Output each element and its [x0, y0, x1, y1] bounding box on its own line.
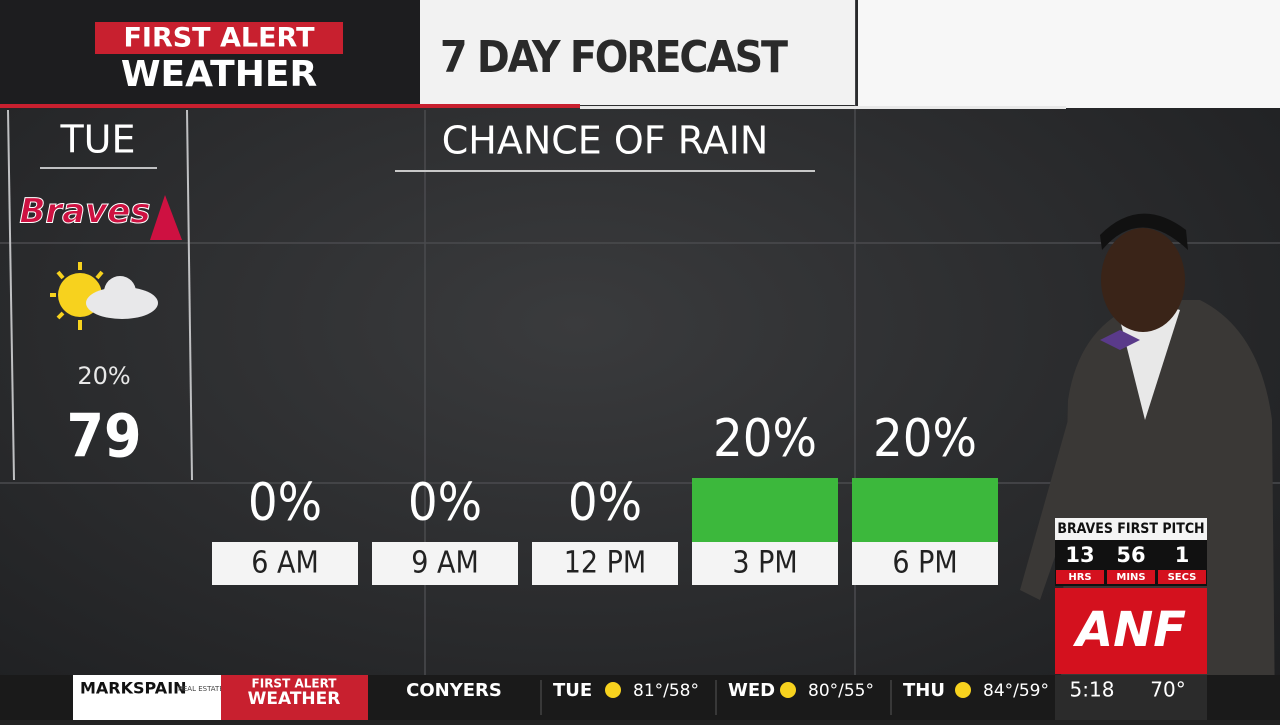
- countdown-value: 56: [1116, 543, 1145, 567]
- countdown-unit-bg: [1158, 570, 1206, 584]
- ticker-brand-bottom: WEATHER: [248, 689, 341, 709]
- category-box: [852, 542, 998, 585]
- day-panel-frame: [7, 109, 193, 481]
- bar: [692, 478, 838, 542]
- ticker-time: 5:18: [1070, 678, 1115, 702]
- brand-top: FIRST ALERT: [123, 23, 315, 54]
- day-precip: 20%: [77, 362, 130, 390]
- ticker-current: 70°: [1150, 678, 1185, 702]
- day-label: TUE: [59, 118, 135, 162]
- brand-bottom: WEATHER: [121, 54, 317, 95]
- value-label: 20%: [873, 409, 977, 469]
- page-title: 7 DAY FORECAST: [440, 32, 788, 83]
- ticker-temps: 84°/59°: [983, 681, 1049, 701]
- countdown-unit-bg: [1056, 570, 1104, 584]
- value-label: 0%: [408, 473, 482, 533]
- ticker-clock-bg: [1055, 675, 1207, 720]
- ticker-sun: [605, 682, 621, 698]
- chart: 0% 6 AM 0% 9 AM 0% 12 PM 20% 3 PM 20% 6 PM: [212, 409, 998, 585]
- countdown-title: BRAVES FIRST PITCH: [1057, 521, 1204, 537]
- header-rule-light: [580, 106, 1066, 109]
- ticker-forecast: TUE 81°/58° WED 80°/55° THU 84°/59°: [540, 680, 1049, 715]
- ticker-day: WED: [728, 680, 775, 701]
- team-tomahawk: [150, 195, 182, 240]
- category-label: 6 AM: [251, 546, 319, 581]
- ticker-sun: [780, 682, 796, 698]
- ticker-brand-bg: [221, 675, 368, 720]
- ticker-brand-top: FIRST ALERT: [252, 677, 338, 691]
- countdown-unit: MINS: [1116, 572, 1145, 583]
- countdown-unit: SECS: [1168, 572, 1197, 583]
- team-name: Braves: [19, 192, 150, 232]
- weather-icon: [50, 262, 158, 330]
- countdown-value: 1: [1175, 543, 1190, 567]
- category-label: 9 AM: [411, 546, 479, 581]
- station-logo-bg: [1055, 588, 1207, 674]
- sponsor-sub: REAL ESTATE: [178, 685, 224, 693]
- category-box: [692, 542, 838, 585]
- category-box: [532, 542, 678, 585]
- day-temp: 79: [66, 402, 141, 472]
- chart-title: CHANCE OF RAIN: [442, 119, 769, 163]
- ticker-sun: [955, 682, 971, 698]
- category-box: [212, 542, 358, 585]
- header-title-bg: [420, 0, 855, 105]
- countdown-title-bg: [1055, 518, 1207, 540]
- bar: [852, 478, 998, 542]
- sponsor: MARKSPAIN: [80, 679, 187, 698]
- ticker-temps: 80°/55°: [808, 681, 874, 701]
- category-label: 12 PM: [564, 546, 646, 581]
- sponsor-bg: [73, 675, 221, 720]
- countdown-value: 13: [1065, 543, 1094, 567]
- category-label: 3 PM: [732, 546, 797, 581]
- countdown-unit-bg: [1107, 570, 1155, 584]
- ticker-temps: 81°/58°: [633, 681, 699, 701]
- value-label: 20%: [713, 409, 817, 469]
- brand-badge: [95, 22, 343, 54]
- ticker-city: CONYERS: [406, 680, 502, 701]
- category-box: [372, 542, 518, 585]
- station-logo: ANF: [1072, 602, 1186, 658]
- header-rule: [0, 104, 580, 108]
- value-label: 0%: [248, 473, 322, 533]
- header-right-bg: [858, 0, 1280, 108]
- countdown-unit: HRS: [1068, 572, 1091, 583]
- countdown: 13 HRS 56 MINS 1 SECS: [1056, 543, 1206, 584]
- value-label: 0%: [568, 473, 642, 533]
- ticker-day: THU: [903, 680, 945, 701]
- category-label: 6 PM: [892, 546, 957, 581]
- ticker-day: TUE: [553, 680, 592, 701]
